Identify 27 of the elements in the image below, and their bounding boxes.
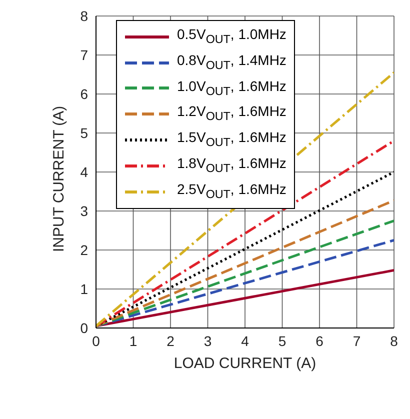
x-tick-label: 3: [204, 332, 212, 349]
x-tick-label: 2: [166, 332, 175, 349]
legend-label: 1.8V$_{OUT}$, 1.6MHz: [177, 154, 286, 177]
x-tick-label: 7: [352, 332, 361, 349]
y-tick-label: 0: [80, 320, 88, 336]
x-tick-label: 5: [278, 332, 286, 349]
legend-label: 1.2V$_{OUT}$, 1.6MHz: [177, 102, 286, 126]
y-tick-label: 1: [80, 280, 88, 297]
legend-label: 2.5V$_{OUT}$, 1.6MHz: [177, 180, 286, 203]
legend-label: 1.0V$_{OUT}$, 1.6MHz: [177, 76, 286, 100]
legend-label: 1.5V$_{OUT}$, 1.6MHz: [177, 128, 286, 151]
x-tick-label: 8: [390, 332, 398, 349]
x-axis-title: LOAD CURRENT (A): [174, 355, 316, 372]
y-axis-title: INPUT CURRENT (A): [50, 106, 68, 252]
x-tick-label: 1: [129, 332, 138, 349]
y-tick-label: 7: [80, 46, 88, 63]
y-tick-label: 5: [80, 124, 88, 141]
y-tick-label: 8: [80, 8, 88, 24]
y-tick-label: 2: [80, 242, 88, 258]
y-tick-label: 3: [80, 202, 88, 219]
y-tick-label: 6: [80, 86, 88, 102]
x-tick-label: 6: [316, 332, 324, 349]
legend-label: 0.5V$_{OUT}$, 1.0MHz: [177, 25, 286, 48]
y-tick-label: 4: [80, 164, 88, 180]
x-tick-label: 4: [241, 332, 250, 349]
x-tick-label: 0: [92, 332, 100, 349]
legend-label: 0.8V$_{OUT}$, 1.4MHz: [177, 50, 286, 74]
